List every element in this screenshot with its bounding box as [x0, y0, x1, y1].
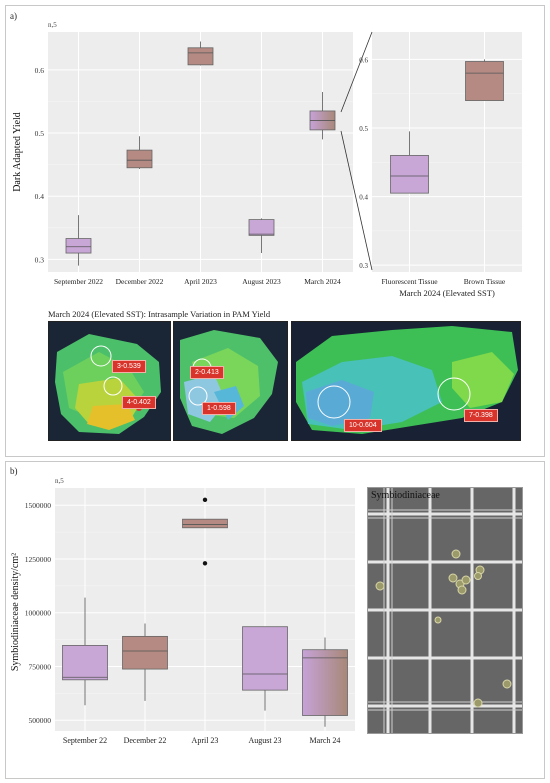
y-tick-label: 500000 [29, 716, 52, 725]
box [62, 645, 108, 681]
x-tick-label: March 2024 [304, 277, 341, 286]
microscopy-image [367, 487, 523, 734]
box [248, 219, 275, 236]
pam-label-10: 10-0.604 [344, 419, 382, 432]
x-tick-label: August 2023 [242, 277, 281, 286]
y-tick-label: 0.5 [35, 129, 45, 138]
x-tick-label: Fluorescent Tissue [381, 277, 438, 286]
panel-label-a: a) [10, 11, 17, 21]
y-tick-label: 0.6 [35, 66, 45, 75]
pam-label-7: 7-0.398 [464, 409, 498, 422]
n-label: n,5 [48, 21, 57, 29]
box [182, 518, 228, 529]
box [465, 61, 504, 101]
pam-image-2 [173, 321, 288, 441]
x-tick-label: Brown Tissue [464, 277, 506, 286]
yield-chart: 0.3 0.4 0.5 0.6 September 2022 December 2022 A… [12, 21, 353, 286]
pam-image-1 [48, 321, 171, 441]
pam-title: March 2024 (Elevated SST): Intrasample V… [48, 309, 271, 319]
x-tick-label: December 22 [124, 736, 167, 745]
pam-label-4: 4-0.402 [122, 396, 156, 409]
x-tick-label: March 24 [310, 736, 341, 745]
x-tick-label: April 23 [192, 736, 219, 745]
x-tick-label: April 2023 [184, 277, 217, 286]
y-axis-title: Symbiodiniaceae density/cm² [10, 553, 21, 671]
y-tick-label: 750000 [29, 662, 52, 671]
panel-label-b: b) [10, 466, 18, 476]
y-tick-label: 1500000 [25, 501, 52, 510]
outlier-point [202, 561, 208, 566]
pam-label-2: 2-0.413 [190, 366, 224, 379]
box [65, 238, 92, 254]
x-tick-label: August 23 [248, 736, 281, 745]
y-tick-label: 0.3 [359, 262, 368, 270]
pam-label-3: 3-0.539 [112, 360, 146, 373]
y-tick-label: 0.3 [35, 255, 45, 264]
box [242, 626, 288, 691]
y-tick-label: 0.4 [35, 192, 45, 201]
outlier-point [202, 497, 208, 503]
box [122, 635, 168, 670]
tissue-chart: 0.3 0.4 0.5 0.6 Fluorescent Tissue Brown Tiss… [359, 32, 522, 298]
pam-image-3 [291, 321, 521, 441]
y-tick-label: 0.6 [359, 56, 368, 64]
box [126, 149, 153, 169]
y-tick-label: 1250000 [25, 555, 52, 564]
y-tick-label: 0.4 [359, 194, 368, 202]
pam-label-1: 1-0.598 [202, 402, 236, 415]
box [390, 155, 429, 194]
box [187, 47, 214, 66]
x-tick-label: September 2022 [54, 277, 103, 286]
box [302, 649, 348, 716]
x-tick-label: September 22 [63, 736, 107, 745]
y-tick-label: 0.5 [359, 125, 368, 133]
zoom-connector-bottom [340, 130, 373, 271]
zoom-connector-top [340, 31, 373, 113]
y-axis-title: Dark Adapted Yield [12, 112, 23, 192]
x-tick-label: December 2022 [116, 277, 164, 286]
x-axis-title: March 2024 (Elevated SST) [399, 288, 495, 298]
microscopy-title: Symbiodiniaceae [371, 490, 440, 501]
y-tick-label: 1000000 [25, 609, 52, 618]
n-label: n,5 [55, 477, 64, 485]
density-chart: 500000 750000 1000000 1250000 1500000 Septemb… [10, 477, 355, 745]
